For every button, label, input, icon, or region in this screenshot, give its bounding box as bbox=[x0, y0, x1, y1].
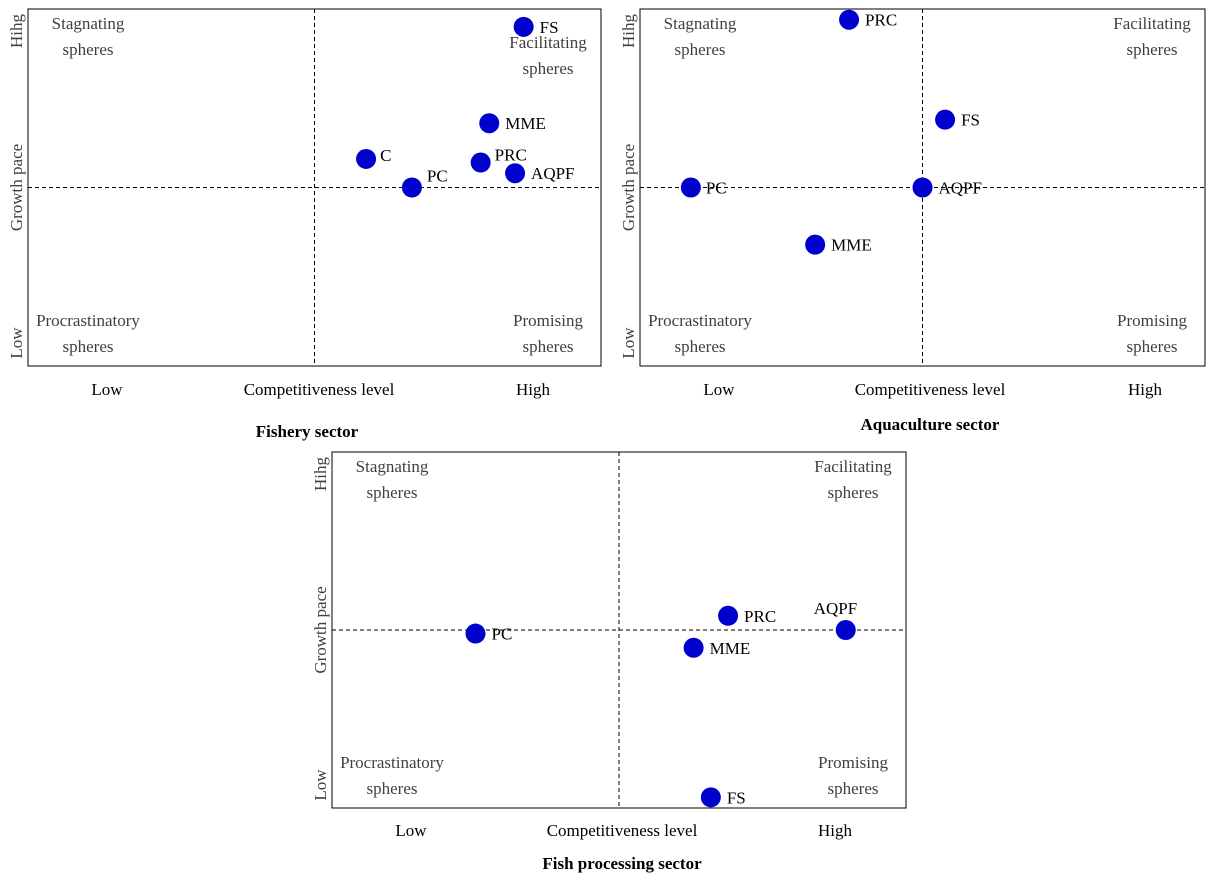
point-pc bbox=[401, 177, 422, 198]
quadrant-label-line: Procrastinatory bbox=[36, 311, 140, 330]
point-label-prc: PRC bbox=[865, 11, 897, 30]
point-label-aqpf: AQPF bbox=[531, 164, 574, 183]
x-tick-high: High bbox=[1128, 380, 1163, 399]
y-tick-low: Low bbox=[7, 327, 26, 359]
x-tick-high: High bbox=[818, 821, 853, 840]
quadrant-label-line: spheres bbox=[1127, 40, 1178, 59]
point-aqpf bbox=[835, 620, 856, 640]
quadrant-label-top-left: Stagnating spheres bbox=[664, 14, 737, 59]
point-mme bbox=[479, 113, 500, 134]
point-label-mme: MME bbox=[505, 114, 546, 133]
x-tick-low: Low bbox=[91, 380, 123, 399]
point-pc bbox=[465, 623, 486, 644]
point-label-mme: MME bbox=[831, 236, 872, 255]
quadrant-label-line: spheres bbox=[675, 40, 726, 59]
point-c bbox=[356, 148, 377, 169]
point-mme bbox=[683, 637, 704, 658]
point-label-fs: FS bbox=[961, 111, 980, 130]
quadrant-label-bottom-right: Promising spheres bbox=[818, 753, 888, 798]
quadrant-label-line: Promising bbox=[818, 753, 888, 772]
point-prc bbox=[839, 9, 860, 30]
chart-title: Fishery sector bbox=[256, 422, 359, 441]
quadrant-label-line: Stagnating bbox=[664, 14, 737, 33]
chart-title: Aquaculture sector bbox=[861, 415, 1000, 434]
quadrant-label-bottom-right: Promising spheres bbox=[513, 311, 583, 356]
point-fs bbox=[700, 787, 721, 808]
point-label-prc: PRC bbox=[744, 607, 776, 626]
point-label-mme: MME bbox=[710, 639, 751, 658]
quadrant-label-line: Stagnating bbox=[356, 457, 429, 476]
x-tick-high: High bbox=[516, 380, 551, 399]
quadrant-label-top-right: Facilitating spheres bbox=[1113, 14, 1191, 59]
quadrant-label-line: spheres bbox=[367, 779, 418, 798]
y-axis-label: Growth pace bbox=[7, 144, 26, 231]
quadrant-label-line: Facilitating bbox=[814, 457, 892, 476]
quadrant-label-line: spheres bbox=[523, 337, 574, 356]
point-label-aqpf: AQPF bbox=[814, 599, 857, 618]
y-tick-low: Low bbox=[619, 327, 638, 359]
point-prc bbox=[718, 605, 739, 626]
quadrant-label-bottom-left: Procrastinatory spheres bbox=[340, 753, 444, 798]
point-label-pc: PC bbox=[427, 167, 448, 186]
quadrant-label-line: spheres bbox=[1127, 337, 1178, 356]
quadrant-label-bottom-right: Promising spheres bbox=[1117, 311, 1187, 356]
quadrant-label-line: Promising bbox=[1117, 311, 1187, 330]
chart-panel-1: Stagnating spheres Facilitating spheresProc… bbox=[7, 8, 602, 441]
point-fs bbox=[935, 109, 956, 130]
point-fs bbox=[513, 16, 534, 37]
quadrant-label-bottom-left: Procrastinatory spheres bbox=[36, 311, 140, 356]
x-tick-low: Low bbox=[703, 380, 735, 399]
x-axis-label: Competitiveness level bbox=[855, 380, 1006, 399]
y-tick-high: Hihg bbox=[7, 14, 26, 49]
point-label-aqpf: AQPF bbox=[939, 179, 982, 198]
y-tick-high: Hihg bbox=[619, 14, 638, 49]
quadrant-label-top-left: Stagnating spheres bbox=[52, 14, 125, 59]
point-mme bbox=[805, 234, 826, 255]
x-tick-low: Low bbox=[395, 821, 427, 840]
quadrant-label-line: spheres bbox=[828, 483, 879, 502]
quadrant-label-line: Facilitating bbox=[509, 33, 587, 52]
quadrant-label-line: spheres bbox=[63, 337, 114, 356]
point-aqpf bbox=[912, 177, 933, 198]
y-axis-label: Growth pace bbox=[619, 144, 638, 231]
point-label-pc: PC bbox=[706, 179, 727, 198]
quadrant-label-line: spheres bbox=[523, 59, 574, 78]
quadrant-label-top-right: Facilitating spheres bbox=[509, 33, 587, 78]
y-tick-low: Low bbox=[311, 769, 330, 801]
y-axis-label: Growth pace bbox=[311, 586, 330, 673]
point-label-fs: FS bbox=[540, 18, 559, 37]
point-pc bbox=[680, 177, 701, 198]
quadrant-label-line: spheres bbox=[63, 40, 114, 59]
quadrant-label-line: Procrastinatory bbox=[648, 311, 752, 330]
point-prc bbox=[470, 152, 491, 173]
point-label-prc: PRC bbox=[495, 146, 527, 165]
x-axis-label: Competitiveness level bbox=[547, 821, 698, 840]
chart-title: Fish processing sector bbox=[542, 854, 702, 873]
quadrant-label-line: spheres bbox=[675, 337, 726, 356]
point-label-pc: PC bbox=[492, 625, 513, 644]
quadrant-label-top-left: Stagnating spheres bbox=[356, 457, 429, 502]
quadrant-label-line: Facilitating bbox=[1113, 14, 1191, 33]
quadrant-label-line: spheres bbox=[828, 779, 879, 798]
quadrant-label-bottom-left: Procrastinatory spheres bbox=[648, 311, 752, 356]
quadrant-label-line: Stagnating bbox=[52, 14, 125, 33]
quadrant-label-line: spheres bbox=[367, 483, 418, 502]
point-aqpf bbox=[505, 163, 526, 184]
x-axis-label: Competitiveness level bbox=[244, 380, 395, 399]
quadrant-label-line: Procrastinatory bbox=[340, 753, 444, 772]
point-label-fs: FS bbox=[727, 788, 746, 807]
point-label-c: C bbox=[380, 146, 391, 165]
quadrant-label-top-right: Facilitating spheres bbox=[814, 457, 892, 502]
y-tick-high: Hihg bbox=[311, 457, 330, 492]
quadrant-label-line: Promising bbox=[513, 311, 583, 330]
